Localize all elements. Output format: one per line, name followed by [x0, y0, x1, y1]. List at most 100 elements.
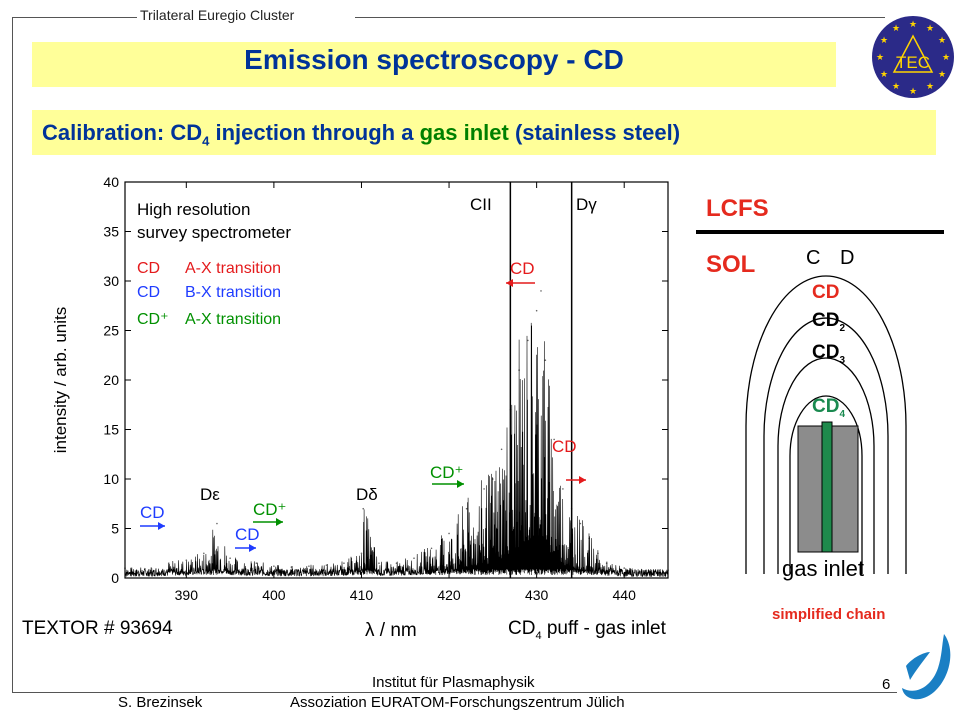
svg-text:★: ★	[926, 82, 934, 92]
y-tick-label: 20	[103, 372, 119, 388]
data-point	[273, 565, 275, 567]
data-point	[448, 532, 450, 535]
textor-shot-label: TEXTOR # 93694	[22, 618, 173, 639]
methane-chain-diagram: LCFS SOL C D CD CD2 CD3 CD4	[690, 190, 950, 615]
chain-label-cd: CD	[812, 282, 839, 303]
tec-logo-graphic: ★ ★ ★ ★ ★ ★ ★ ★ ★ ★ ★ ★ TEC	[876, 20, 950, 97]
annotation-label: CD	[552, 437, 577, 456]
legend-title-line2: survey spectrometer	[137, 223, 291, 242]
x-tick-label: 410	[350, 587, 374, 603]
subtitle-suffix: (stainless steel)	[508, 120, 681, 145]
annotation-label: Dδ	[356, 485, 378, 504]
data-point	[167, 562, 170, 564]
data-point	[395, 562, 398, 564]
data-point	[588, 537, 590, 540]
data-point	[465, 507, 468, 510]
y-tick-label: 40	[103, 174, 119, 190]
subtitle-middle: injection through a	[209, 120, 420, 145]
data-point	[124, 567, 126, 569]
cluster-label: Trilateral Euregio Cluster	[140, 7, 295, 23]
chain-cd2-sub: 2	[839, 323, 845, 334]
institute-line2: Assoziation EURATOM-Forschungszentrum Jü…	[290, 694, 625, 711]
chain-label-cd4: CD4	[812, 396, 845, 420]
spectrum-chart-svg: 0 5 10 15 20 25 30 35 40 390 400 410 420 430 440 intens…	[51, 174, 669, 603]
legend-title-line1: High resolution	[137, 200, 250, 219]
annotation-label: Dε	[200, 485, 220, 504]
legend-species-3: CD⁺	[137, 311, 169, 328]
y-tick-label: 35	[103, 224, 119, 240]
chain-cd4-sub: 4	[839, 409, 845, 420]
annotation-label: CD⁺	[430, 463, 464, 482]
author-name: S. Brezinsek	[118, 694, 203, 711]
data-point	[185, 559, 188, 561]
svg-text:★: ★	[942, 53, 950, 63]
shell-outer	[745, 275, 907, 574]
data-point	[597, 552, 599, 555]
puff-label: CD4 puff - gas inlet	[508, 618, 666, 642]
annotation-label: CD	[140, 503, 165, 522]
spectrum-chart: 0 5 10 15 20 25 30 35 40 390 400 410 420 430 440 intens…	[40, 170, 670, 625]
annotation-label: CII	[470, 195, 492, 214]
data-point	[562, 488, 564, 490]
frame-line-top-left	[12, 17, 137, 18]
annotation-label: CD⁺	[253, 500, 287, 519]
title-background	[32, 42, 836, 87]
y-tick-label: 5	[111, 521, 119, 537]
subtitle-subscript: 4	[202, 133, 210, 149]
annotation-label: Dγ	[576, 195, 597, 214]
svg-text:★: ★	[880, 70, 888, 80]
data-point	[308, 565, 310, 567]
svg-text:★: ★	[938, 70, 946, 80]
data-point	[579, 522, 582, 525]
data-point	[623, 567, 626, 569]
x-axis-label: λ / nm	[365, 620, 417, 641]
c-label: C	[806, 247, 820, 269]
legend-species-1: CD	[137, 260, 160, 277]
svg-text:★: ★	[909, 87, 917, 97]
data-point	[605, 562, 608, 564]
svg-text:★: ★	[926, 24, 934, 34]
puff-suffix: puff - gas inlet	[541, 618, 666, 639]
simplified-chain-caption: simplified chain	[772, 606, 886, 623]
svg-text:★: ★	[876, 53, 884, 63]
data-point	[430, 547, 433, 550]
cd-plus-2-arrow-head	[457, 480, 464, 488]
y-tick-label: 30	[103, 273, 119, 289]
cd-blue-1-arrow-head	[158, 522, 165, 530]
subtitle-background	[32, 110, 936, 155]
data-point	[360, 552, 363, 555]
svg-text:★: ★	[909, 20, 917, 30]
page-number: 6	[882, 676, 891, 693]
x-tick-label: 440	[613, 587, 637, 603]
x-tick-label: 400	[262, 587, 286, 603]
annotation-label: CD	[510, 259, 535, 278]
lcfs-label: LCFS	[706, 195, 769, 222]
data-point	[553, 438, 555, 441]
sol-label: SOL	[706, 251, 755, 278]
legend-transition-3: A-X transition	[185, 311, 281, 328]
frame-line-bottom	[12, 692, 897, 693]
shell-3	[777, 357, 875, 574]
data-point	[640, 569, 643, 571]
cd-red-1-arrow-head	[506, 279, 513, 287]
svg-text:★: ★	[880, 36, 888, 46]
data-point	[667, 569, 669, 571]
chain-label-cd2: CD2	[812, 310, 845, 334]
x-tick-label: 390	[175, 587, 199, 603]
puff-subscript: 4	[535, 629, 542, 642]
juelich-logo	[898, 630, 958, 710]
y-axis-label: intensity / arb. units	[51, 307, 70, 453]
data-point	[518, 369, 520, 371]
data-point	[150, 567, 153, 569]
tec-logo-text: TEC	[896, 53, 930, 72]
y-tick-label: 25	[103, 323, 119, 339]
data-point	[255, 562, 258, 564]
frame-line-top-right	[355, 17, 885, 18]
legend-transition-1: A-X transition	[185, 260, 281, 277]
legend-species-2: CD	[137, 284, 160, 301]
x-tick-label: 420	[437, 587, 461, 603]
data-point	[535, 309, 538, 312]
y-tick-label: 10	[103, 471, 119, 487]
data-point	[362, 507, 365, 510]
data-point	[540, 290, 542, 292]
